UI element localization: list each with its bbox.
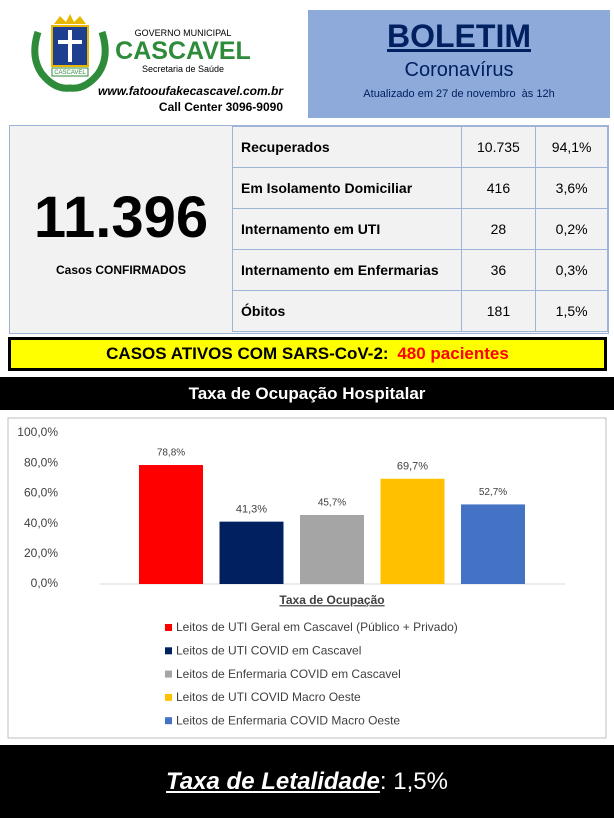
active-cases-banner: CASOS ATIVOS COM SARS-CoV-2: 480 pacient… [8,337,607,371]
value-label: 41,3% [236,504,267,516]
logo-line2: CASCAVEL [115,37,251,65]
y-tick-label: 80,0% [24,455,58,469]
table-cell: 0,3% [535,249,608,291]
logo-line3: Secretaria de Saúde [141,64,225,74]
bulletin-title: BOLETIM [387,18,531,54]
table-row: Recuperados 10.735 94,1% [232,126,608,168]
value-label: 52,7% [479,487,507,498]
table-cell: 181 [460,290,537,332]
logo-line1: GOVERNO MUNICIPAL [134,28,232,38]
legend-swatch [165,624,172,631]
table-row: Em Isolamento Domiciliar 416 3,6% [232,167,608,209]
bulletin-subtitle: Coronavírus [404,59,514,81]
value-label: 69,7% [397,461,428,473]
chart: 0,0% 20,0% 40,0% 60,0% 80,0% 100,0% Taxa de Oc… [7,417,607,739]
bulletin-box: BOLETIM Coronavírus Atualizado em 27 de … [308,10,610,118]
table-row: Óbitos 181 1,5% [232,290,608,332]
legend-swatch [165,670,172,678]
legend-label: Leitos de UTI Geral em Cascavel (Público… [176,620,458,634]
footer: Taxa de Letalidade: 1,5% [0,745,614,818]
table-cell: 416 [460,167,537,209]
value-label: 78,8% [157,448,185,459]
logo-badge: CASCAVEL [54,70,86,76]
table-cell: 36 [460,249,537,291]
total-cases: 11.396 [33,185,209,250]
table-cell: 3,6% [535,167,608,209]
total-label: Casos CONFIRMADOS [55,263,186,277]
legend-label: Leitos de UTI COVID em Cascavel [176,643,361,657]
table-cell: 10.735 [460,126,537,168]
legend-label: Leitos de Enfermaria COVID Macro Oeste [176,713,400,727]
legend-label: Leitos de Enfermaria COVID em Cascavel [176,667,401,681]
table-cell: Óbitos [232,290,462,332]
website: www.fatooufakecascavel.com.br [98,84,283,98]
y-tick-label: 20,0% [24,546,58,560]
bar [219,521,284,584]
table-cell: Internamento em UTI [232,208,462,250]
table-cell: Recuperados [232,126,462,168]
legend-swatch [165,647,172,655]
table-row: Internamento em Enfermarias 36 0,3% [232,249,608,291]
table-row: Internamento em UTI 28 0,2% [232,208,608,250]
value-label: 45,7% [318,498,346,509]
lethality-value: : 1,5% [379,768,448,795]
table-cell: 94,1% [535,126,608,168]
y-tick-label: 60,0% [24,486,58,500]
updated: Atualizado em 27 de novembro às 12h [363,88,555,100]
legend-label: Leitos de UTI COVID Macro Oeste [176,690,361,704]
lethality-label: Taxa de Letalidade [166,768,380,795]
y-tick-label: 0,0% [31,576,59,590]
legend-swatch [165,693,172,701]
legend-swatch [165,717,172,725]
bar [461,504,525,584]
table-cell: 1,5% [535,290,608,332]
summary-table: 11.396 Casos CONFIRMADOS Recuperados 10.7… [9,125,609,334]
chart-title: Taxa de Ocupação Hospitalar [0,377,614,410]
bar [380,478,445,584]
x-axis-label: Taxa de Ocupação [279,593,384,607]
y-tick-label: 40,0% [24,516,58,530]
bar [300,514,364,584]
bar [139,465,203,584]
banner-highlight: 480 pacientes [397,344,509,363]
logo-crest: CASCAVEL [31,14,109,92]
y-tick-label: 100,0% [17,425,58,439]
table-cell: Em Isolamento Domiciliar [232,167,462,209]
table-cell: 28 [460,208,537,250]
call-center: Call Center 3096-9090 [158,100,283,114]
table: Recuperados 10.735 94,1% Em Isolamento Domi… [232,126,608,332]
banner-text: CASOS ATIVOS COM SARS-CoV-2: [106,344,389,363]
